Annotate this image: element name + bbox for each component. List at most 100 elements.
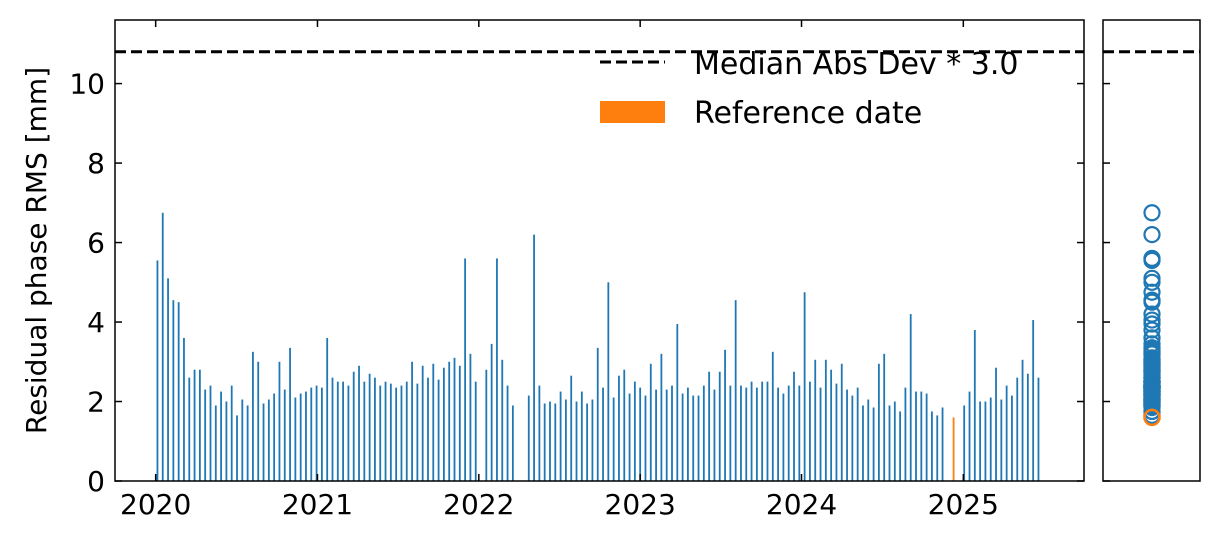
bar — [713, 389, 716, 481]
reference-bar-layer — [952, 417, 955, 481]
bar — [899, 411, 901, 481]
bar — [527, 395, 530, 481]
bar — [787, 385, 790, 481]
bar — [543, 403, 546, 481]
y-tick-label: 10 — [69, 68, 105, 101]
y-tick-label: 4 — [87, 306, 105, 339]
bar — [793, 371, 795, 481]
bar — [745, 387, 748, 481]
bar — [867, 399, 870, 481]
bar — [252, 351, 254, 481]
bar — [214, 405, 217, 481]
bar — [458, 365, 461, 481]
bar — [400, 385, 403, 481]
bar — [904, 387, 907, 481]
bar — [501, 359, 504, 481]
bar — [442, 367, 445, 481]
side-panel-ticks — [1103, 82, 1110, 482]
bar — [814, 359, 817, 481]
bar — [973, 329, 976, 481]
y-tick-label: 0 — [87, 465, 105, 498]
bar — [633, 381, 636, 481]
bar — [766, 381, 769, 481]
bar — [607, 282, 610, 481]
bar — [798, 385, 801, 481]
bar — [464, 258, 467, 481]
bar — [676, 324, 679, 481]
bar — [331, 377, 334, 481]
bar — [809, 381, 811, 481]
legend-reference-label: Reference date — [694, 96, 922, 131]
bar — [979, 401, 982, 481]
bar — [925, 393, 928, 481]
bar — [305, 391, 307, 481]
bar — [724, 349, 726, 481]
bar — [755, 387, 758, 481]
bar — [660, 353, 663, 481]
bar — [612, 397, 615, 481]
bar — [490, 343, 493, 481]
bar — [824, 359, 827, 481]
bar — [161, 212, 164, 481]
bar — [586, 403, 589, 481]
bar — [655, 389, 657, 481]
bar — [995, 367, 997, 481]
bar — [803, 292, 806, 481]
bar — [729, 385, 732, 481]
bar — [336, 381, 339, 481]
bar — [220, 391, 222, 481]
bar — [421, 365, 424, 481]
bar — [835, 383, 838, 481]
bar — [437, 379, 440, 481]
bar — [968, 391, 971, 481]
bar — [289, 347, 291, 481]
bar — [411, 361, 413, 481]
bar — [395, 387, 398, 481]
bar — [363, 381, 366, 481]
bar — [856, 387, 859, 481]
bar — [862, 405, 864, 481]
bar — [496, 258, 498, 481]
bar — [198, 369, 201, 481]
bar — [708, 371, 711, 481]
bar — [750, 381, 753, 481]
bar — [538, 385, 541, 481]
side-point — [1143, 283, 1161, 301]
legend-threshold-label: Median Abs Dev * 3.0 — [694, 47, 1018, 82]
bar — [671, 385, 673, 481]
bar — [241, 399, 244, 481]
bar — [177, 302, 180, 481]
bar — [1032, 320, 1035, 481]
bar — [618, 375, 620, 481]
x-tick-label: 2023 — [605, 488, 676, 521]
y-tick-label: 6 — [87, 227, 105, 260]
bar — [389, 383, 392, 481]
bar — [1005, 385, 1008, 481]
bar — [888, 405, 891, 481]
legend-reference-swatch — [600, 101, 665, 123]
bar — [649, 363, 652, 481]
bar — [931, 411, 933, 481]
bar — [1021, 359, 1024, 481]
bar — [474, 381, 477, 481]
bar — [204, 389, 207, 481]
bar — [771, 351, 774, 481]
bar — [156, 260, 159, 481]
bar — [236, 415, 238, 481]
side-panel-points — [1143, 204, 1161, 427]
side-point — [1143, 377, 1161, 395]
side-point — [1143, 359, 1161, 377]
main-axes: 0 2 4 6 8 10 2020 2021 2022 2023 2024 2025 Residua… — [20, 19, 1085, 521]
bar — [278, 361, 281, 481]
y-tick-label: 8 — [87, 147, 105, 180]
bar — [872, 407, 875, 481]
side-point — [1143, 249, 1161, 268]
bar — [193, 369, 196, 481]
legend: Median Abs Dev * 3.0 Reference date — [600, 47, 1018, 131]
bar — [1000, 399, 1003, 481]
bar — [533, 234, 535, 481]
bar — [299, 393, 302, 481]
bar — [883, 353, 886, 481]
